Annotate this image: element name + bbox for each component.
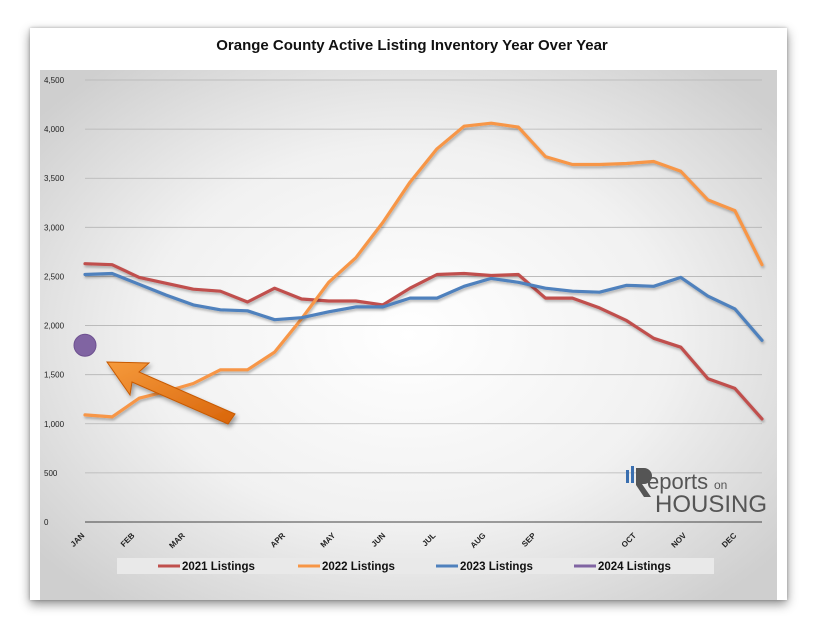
y-tick-label: 2,500 <box>44 272 65 281</box>
chart-card: Orange County Active Listing Inventory Y… <box>30 28 787 600</box>
y-tick-label: 3,500 <box>44 174 65 183</box>
series-line <box>83 121 764 419</box>
line-chart: Orange County Active Listing Inventory Y… <box>40 37 777 600</box>
gridlines <box>85 79 762 523</box>
series-points <box>73 333 97 357</box>
logo-on-text: on <box>714 478 727 492</box>
legend-label: 2024 Listings <box>598 561 671 573</box>
y-tick-label: 2,000 <box>44 322 65 331</box>
y-tick-label: 500 <box>44 469 58 478</box>
logo-mark-icon <box>626 466 652 497</box>
y-tick-label: 4,000 <box>44 125 65 134</box>
y-axis: 0 500 1,000 1,500 2,000 2,500 3,000 3,500 4,000 4… <box>44 76 65 527</box>
legend-label: 2022 Listings <box>322 561 395 573</box>
logo-housing-text: HOUSING <box>655 491 767 518</box>
series-line <box>83 271 764 342</box>
chart-legend: 2021 Listings 2022 Listings 2023 Listings 2… <box>158 561 671 573</box>
plot-background <box>40 70 777 600</box>
series-line <box>83 262 764 421</box>
y-tick-label: 3,000 <box>44 223 65 232</box>
reports-on-housing-logo: eports on HOUSING <box>626 466 767 518</box>
legend-label: 2021 Listings <box>182 561 255 573</box>
chart-title: Orange County Active Listing Inventory Y… <box>216 37 608 54</box>
y-tick-label: 1,000 <box>44 420 65 429</box>
series-lines <box>83 121 764 421</box>
y-tick-label: 0 <box>44 518 49 527</box>
logo-reports-text: eports <box>647 469 708 494</box>
data-point <box>73 333 97 357</box>
legend-label: 2023 Listings <box>460 561 533 573</box>
legend-background <box>117 558 714 574</box>
annotation-arrow <box>106 361 236 425</box>
y-tick-label: 1,500 <box>44 371 65 380</box>
y-tick-label: 4,500 <box>44 76 65 85</box>
